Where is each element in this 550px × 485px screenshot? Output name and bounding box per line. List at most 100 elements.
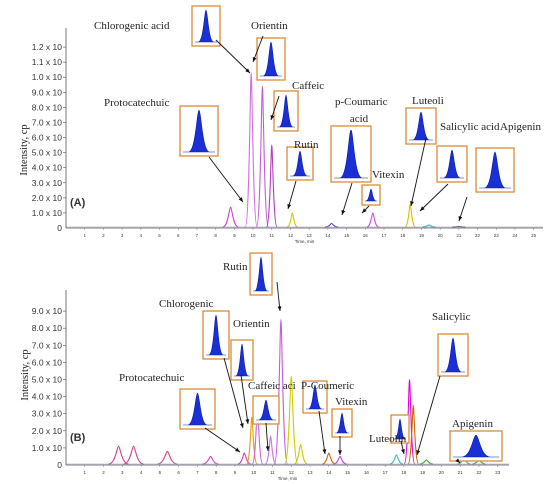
chromatogram-peak	[108, 445, 129, 465]
compound-label: Vitexin	[335, 396, 368, 408]
x-tick-label: 4	[140, 233, 143, 238]
y-tick-label: 4.0 x 10	[32, 392, 63, 402]
chromatogram-peak	[293, 443, 308, 465]
compound-label: Orientin	[233, 318, 270, 330]
inset-peak-shape	[183, 109, 215, 153]
x-tick-label: 16	[363, 233, 369, 238]
inset-peak-shape	[256, 399, 276, 421]
inset-peak-shape	[334, 129, 368, 179]
annotation-arrow	[416, 375, 441, 456]
y-tick-label: 3.0 x 10	[32, 178, 63, 188]
x-tick-label: 23	[495, 470, 501, 475]
x-axis-label: Time, min	[295, 239, 315, 244]
y-tick-label: 9.0 x 10	[32, 306, 63, 316]
compound-label: Protocatechuic	[104, 97, 169, 109]
chromatogram-peak	[322, 452, 336, 465]
inset-peak-shape	[183, 392, 212, 426]
y-tick-label: 9.0 x 10	[32, 87, 63, 97]
arrow-head	[238, 197, 243, 202]
compound-label: Luteoli	[412, 95, 444, 107]
chromatogram-peak	[265, 144, 278, 228]
annotation-arrow	[276, 281, 281, 312]
annotation-arrow	[419, 183, 449, 212]
x-tick-label: 23	[494, 233, 500, 238]
annotation-arrow	[287, 180, 297, 210]
x-tick-label: 6	[177, 470, 180, 475]
inset-peak-shape	[290, 150, 310, 177]
annotation-arrow	[318, 410, 326, 455]
chromatogram-peak	[389, 454, 404, 465]
x-tick-label: 2	[102, 470, 105, 475]
y-tick-label: 7.0 x 10	[32, 340, 63, 350]
compound-label: Rutin	[223, 261, 248, 273]
x-tick-label: 10	[251, 233, 257, 238]
inset-peak-shape	[440, 149, 464, 179]
chromatogram-peak	[419, 459, 434, 465]
chromatogram-peak	[284, 375, 299, 465]
x-tick-label: 20	[438, 233, 444, 238]
arrow-head	[322, 449, 327, 454]
chromatogram-peak	[157, 450, 178, 465]
chromatogram-peak	[123, 445, 144, 465]
compound-label: Luteolin	[369, 433, 407, 445]
x-tick-label: 12	[289, 470, 295, 475]
inset-peak-shape	[277, 94, 295, 128]
annotation-arrow	[341, 182, 353, 216]
y-tick-label: 6.0 x 10	[32, 357, 63, 367]
chromatogram-peak	[264, 435, 277, 465]
chromatogram-peak	[324, 222, 339, 228]
compound-label: acid	[350, 113, 369, 125]
arrow-head	[245, 68, 250, 73]
arrow-head	[401, 449, 405, 454]
compound-label: Orientin	[251, 20, 288, 32]
panel-b: 1.0 x 10 2.0 x 10 3.0 x 10 4.0 x 10 5.0 x 10…	[20, 252, 509, 481]
inset-peak-shape	[253, 256, 269, 292]
inset-peak-shape	[260, 41, 282, 77]
compound-label: Vitexin	[372, 169, 405, 181]
chromatogram-peak	[273, 319, 289, 465]
panel-label: (A)	[70, 197, 86, 209]
x-tick-label: 4	[140, 470, 143, 475]
x-tick-label: 3	[121, 233, 124, 238]
inset-peak-shape	[234, 343, 250, 377]
inset-peak-shape	[409, 111, 433, 141]
arrow-head	[416, 450, 421, 455]
x-tick-label: 13	[307, 233, 313, 238]
inset-peak-shape	[441, 337, 465, 373]
arrow-head	[270, 115, 275, 120]
x-tick-label: 13	[308, 470, 314, 475]
y-tick-label: 5.0 x 10	[32, 375, 63, 385]
x-tick-label: 10	[251, 470, 257, 475]
arrow-head	[252, 57, 257, 62]
x-tick-label: 8	[215, 470, 218, 475]
arrow-head	[455, 458, 460, 463]
annotation-arrow	[240, 374, 249, 425]
x-tick-label: 15	[344, 233, 350, 238]
x-tick-label: 25	[531, 233, 537, 238]
inset-peak-shape	[195, 9, 217, 43]
x-tick-label: 14	[326, 470, 332, 475]
y-tick-label: 2.0 x 10	[32, 426, 63, 436]
inset-peak-shape	[479, 151, 511, 189]
inset-peak-shape	[394, 418, 406, 440]
x-tick-label: 21	[458, 470, 464, 475]
y-tick-label: 1.2 x 10	[32, 42, 63, 52]
x-axis-label: Time, min	[278, 476, 298, 481]
y-tick-label: 1.1 x 10	[32, 57, 63, 67]
inset-peak-shape	[365, 188, 377, 202]
panel-a: 1.0 x 10 2.0 x 10 3.0 x 10 4.0 x 10 5.0 x 10…	[19, 5, 543, 244]
y-axis-label: Intensity, cp	[19, 124, 30, 175]
x-tick-label: 14	[325, 233, 331, 238]
x-tick-label: 9	[233, 233, 236, 238]
chromatogram-peak	[333, 455, 347, 465]
x-tick-label: 5	[159, 470, 162, 475]
x-tick-label: 17	[381, 233, 387, 238]
compound-label: Salicylic acid	[440, 121, 500, 133]
x-tick-label: 19	[419, 233, 425, 238]
y-tick-label: 1.0 x 10	[32, 443, 63, 453]
compound-label: Caffeic aci	[248, 380, 296, 392]
annotation-arrow	[215, 39, 251, 74]
arrow-head	[265, 446, 270, 451]
chromatogram-peak	[286, 212, 298, 228]
x-tick-label: 12	[288, 233, 294, 238]
